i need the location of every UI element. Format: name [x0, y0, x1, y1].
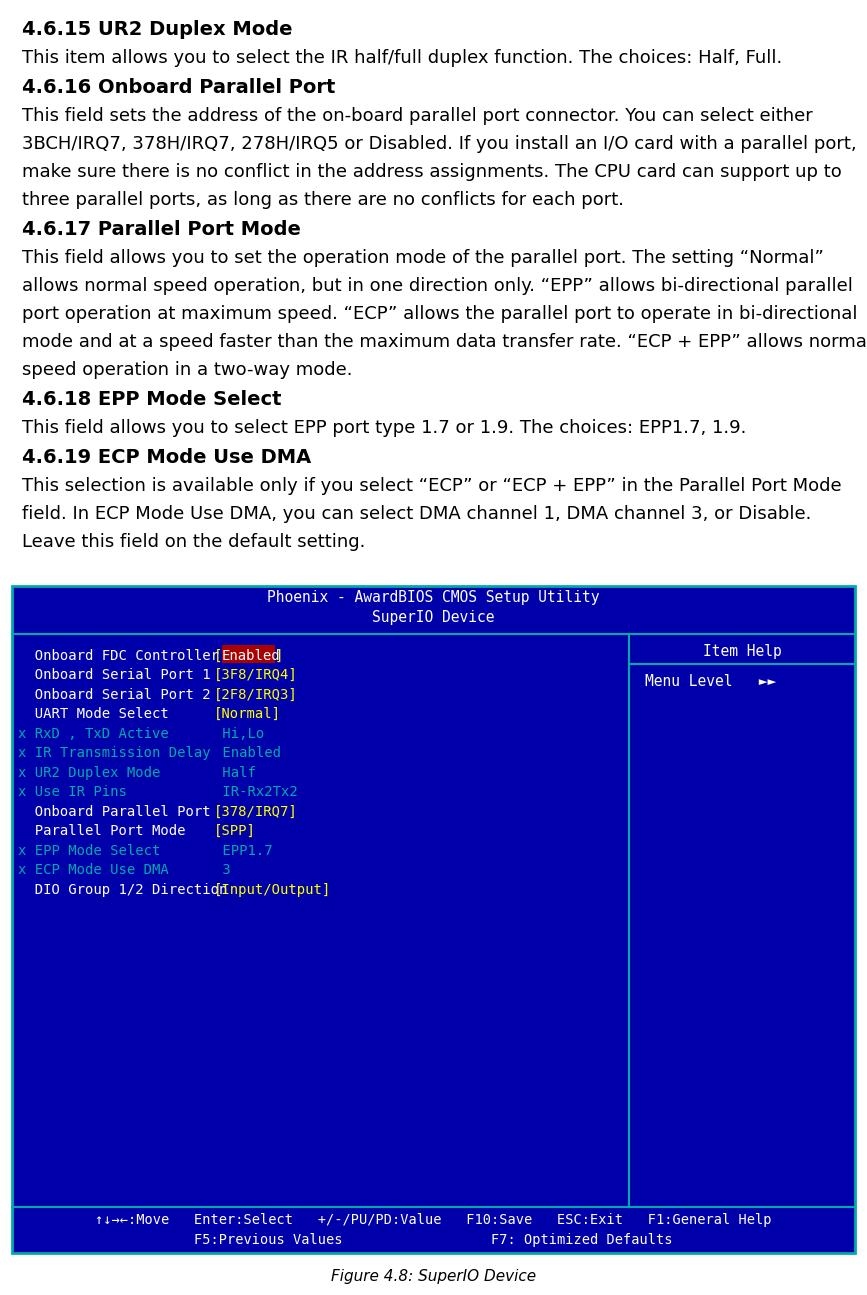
Text: allows normal speed operation, but in one direction only. “EPP” allows bi-direct: allows normal speed operation, but in on… — [22, 277, 853, 295]
Text: x RxD , TxD Active: x RxD , TxD Active — [18, 726, 236, 741]
Text: This item allows you to select the IR half/full duplex function. The choices: Ha: This item allows you to select the IR ha… — [22, 49, 782, 67]
Text: This field allows you to set the operation mode of the parallel port. The settin: This field allows you to set the operati… — [22, 249, 824, 267]
Text: Half: Half — [214, 765, 256, 780]
Text: Leave this field on the default setting.: Leave this field on the default setting. — [22, 534, 365, 550]
Text: This field allows you to select EPP port type 1.7 or 1.9. The choices: EPP1.7, 1: This field allows you to select EPP port… — [22, 420, 746, 436]
Text: Item Help: Item Help — [702, 644, 781, 659]
Text: x UR2 Duplex Mode: x UR2 Duplex Mode — [18, 765, 236, 780]
Text: UART Mode Select: UART Mode Select — [18, 707, 236, 721]
Text: Parallel Port Mode: Parallel Port Mode — [18, 824, 236, 838]
Text: speed operation in a two-way mode.: speed operation in a two-way mode. — [22, 361, 353, 379]
Text: Onboard Serial Port 1: Onboard Serial Port 1 — [18, 668, 236, 682]
Text: port operation at maximum speed. “ECP” allows the parallel port to operate in bi: port operation at maximum speed. “ECP” a… — [22, 304, 857, 322]
Text: 4.6.17 Parallel Port Mode: 4.6.17 Parallel Port Mode — [22, 220, 301, 240]
Bar — [222, 645, 275, 663]
Text: [SPP]: [SPP] — [214, 824, 256, 838]
Text: Onboard Serial Port 2: Onboard Serial Port 2 — [18, 688, 236, 702]
Text: 4.6.16 Onboard Parallel Port: 4.6.16 Onboard Parallel Port — [22, 78, 336, 97]
Text: 4.6.19 ECP Mode Use DMA: 4.6.19 ECP Mode Use DMA — [22, 448, 311, 467]
Text: three parallel ports, as long as there are no conflicts for each port.: three parallel ports, as long as there a… — [22, 190, 624, 208]
Text: Onboard FDC Controller: Onboard FDC Controller — [18, 649, 236, 663]
Text: mode and at a speed faster than the maximum data transfer rate. “ECP + EPP” allo: mode and at a speed faster than the maxi… — [22, 333, 867, 351]
Text: [Normal]: [Normal] — [214, 707, 281, 721]
Text: ↑↓→←:Move   Enter:Select   +/-/PU/PD:Value   F10:Save   ESC:Exit   F1:General He: ↑↓→←:Move Enter:Select +/-/PU/PD:Value F… — [95, 1213, 772, 1226]
Text: SuperIO Device: SuperIO Device — [372, 610, 495, 625]
Text: Enabled: Enabled — [214, 746, 281, 760]
Text: EPP1.7: EPP1.7 — [214, 843, 273, 857]
Text: 4.6.15 UR2 Duplex Mode: 4.6.15 UR2 Duplex Mode — [22, 19, 292, 39]
Text: make sure there is no conflict in the address assignments. The CPU card can supp: make sure there is no conflict in the ad… — [22, 163, 842, 181]
Text: Enabled: Enabled — [222, 649, 281, 663]
Text: 3: 3 — [214, 862, 231, 877]
Text: Onboard Parallel Port: Onboard Parallel Port — [18, 804, 236, 818]
Text: [: [ — [214, 649, 223, 663]
Text: ]: ] — [275, 649, 283, 663]
Text: 4.6.18 EPP Mode Select: 4.6.18 EPP Mode Select — [22, 390, 282, 409]
Bar — [12, 587, 855, 1254]
Text: [Input/Output]: [Input/Output] — [214, 883, 331, 896]
Text: IR-Rx2Tx2: IR-Rx2Tx2 — [214, 785, 298, 799]
Text: F5:Previous Values                  F7: Optimized Defaults: F5:Previous Values F7: Optimized Default… — [194, 1233, 673, 1247]
Text: This selection is available only if you select “ECP” or “ECP + EPP” in the Paral: This selection is available only if you … — [22, 477, 842, 495]
Text: 3BCH/IRQ7, 378H/IRQ7, 278H/IRQ5 or Disabled. If you install an I/O card with a p: 3BCH/IRQ7, 378H/IRQ7, 278H/IRQ5 or Disab… — [22, 135, 857, 153]
Text: [3F8/IRQ4]: [3F8/IRQ4] — [214, 668, 298, 682]
Text: DIO Group 1/2 Direction: DIO Group 1/2 Direction — [18, 883, 236, 896]
Text: Hi,Lo: Hi,Lo — [214, 726, 264, 741]
Bar — [12, 587, 855, 1254]
Text: field. In ECP Mode Use DMA, you can select DMA channel 1, DMA channel 3, or Disa: field. In ECP Mode Use DMA, you can sele… — [22, 505, 812, 523]
Text: This field sets the address of the on-board parallel port connector. You can sel: This field sets the address of the on-bo… — [22, 107, 812, 124]
Text: [378/IRQ7]: [378/IRQ7] — [214, 804, 298, 818]
Text: Phoenix - AwardBIOS CMOS Setup Utility: Phoenix - AwardBIOS CMOS Setup Utility — [267, 591, 600, 605]
Text: x ECP Mode Use DMA: x ECP Mode Use DMA — [18, 862, 236, 877]
Text: x IR Transmission Delay: x IR Transmission Delay — [18, 746, 236, 760]
Text: Figure 4.8: SuperIO Device: Figure 4.8: SuperIO Device — [331, 1269, 536, 1285]
Text: x Use IR Pins: x Use IR Pins — [18, 785, 236, 799]
Text: x EPP Mode Select: x EPP Mode Select — [18, 843, 236, 857]
Text: Menu Level   ►►: Menu Level ►► — [645, 673, 776, 689]
Text: [2F8/IRQ3]: [2F8/IRQ3] — [214, 688, 298, 702]
